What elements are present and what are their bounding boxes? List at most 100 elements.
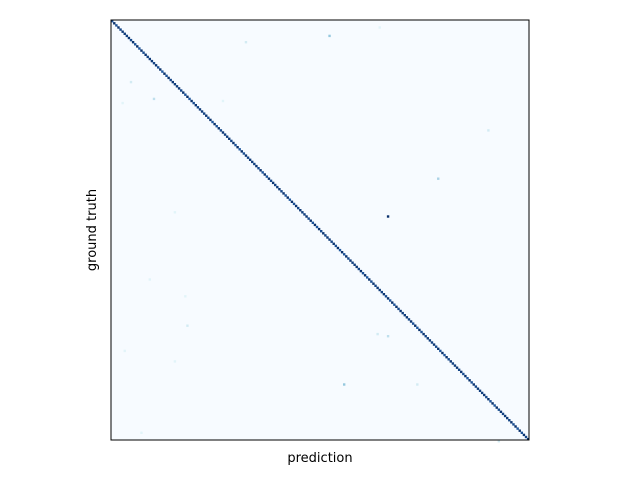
heatmap-cell-diagonal xyxy=(292,202,296,206)
heatmap-cell-diagonal xyxy=(171,80,174,84)
heatmap-cell-diagonal xyxy=(111,20,114,23)
heatmap-cell-diagonal xyxy=(443,353,446,357)
heatmap-cell-diagonal xyxy=(213,122,216,126)
heatmap-cell-diagonal xyxy=(372,282,375,285)
heatmap-cell-diagonal xyxy=(146,55,149,59)
heatmap-cell-diagonal xyxy=(487,398,490,401)
heatmap-cell-diagonal xyxy=(445,356,448,359)
heatmap-cell-offdiagonal xyxy=(386,215,390,218)
heatmap-cell-diagonal xyxy=(240,150,243,153)
heatmap-cell-diagonal xyxy=(177,87,181,90)
heatmap-cell-offdiagonal xyxy=(416,383,419,386)
heatmap-cell-diagonal xyxy=(397,307,400,311)
heatmap-cell-offdiagonal xyxy=(173,360,177,363)
heatmap-cell-diagonal xyxy=(401,311,404,315)
heatmap-cell-diagonal xyxy=(223,133,227,136)
heatmap-cell-diagonal xyxy=(382,293,386,296)
heatmap-cell-diagonal xyxy=(165,74,168,77)
heatmap-cell-diagonal xyxy=(246,156,250,159)
heatmap-cell-diagonal xyxy=(368,278,371,281)
heatmap-cell-diagonal xyxy=(198,108,202,111)
heatmap-cell-diagonal xyxy=(409,320,413,323)
heatmap-cell-diagonal xyxy=(303,213,306,216)
heatmap-cell-diagonal xyxy=(271,181,275,185)
x-axis-label: prediction xyxy=(287,451,352,466)
heatmap-cell-diagonal xyxy=(497,408,501,411)
heatmap-cell-diagonal xyxy=(485,395,488,399)
heatmap-cell-diagonal xyxy=(133,43,137,46)
heatmap-cell-diagonal xyxy=(317,227,321,231)
heatmap-cell-diagonal xyxy=(468,379,471,382)
heatmap-cell-diagonal xyxy=(439,349,442,353)
heatmap-cell-diagonal xyxy=(370,280,373,283)
heatmap-cell-diagonal xyxy=(340,251,344,254)
axis-frame xyxy=(110,19,530,441)
heatmap-cell-diagonal xyxy=(234,143,237,147)
heatmap-cell-diagonal xyxy=(257,167,260,170)
heatmap-cell-diagonal xyxy=(320,230,323,233)
heatmap-cell-diagonal xyxy=(403,314,406,317)
heatmap-cell-offdiagonal xyxy=(140,431,143,434)
heatmap-cell-diagonal xyxy=(232,141,235,145)
heatmap-cell-diagonal xyxy=(441,351,444,355)
heatmap-cell-offdiagonal xyxy=(121,101,124,105)
heatmap-cell-diagonal xyxy=(301,211,304,214)
heatmap-cell-diagonal xyxy=(248,158,252,161)
heatmap-cell-diagonal xyxy=(349,259,352,262)
heatmap-cell-diagonal xyxy=(288,198,292,201)
heatmap-cell-diagonal xyxy=(514,425,517,428)
heatmap-cell-offdiagonal xyxy=(184,295,187,298)
heatmap-cell-diagonal xyxy=(512,423,515,426)
heatmap-cell-offdiagonal xyxy=(376,332,379,336)
heatmap-cell-diagonal xyxy=(345,255,348,258)
heatmap-cell-diagonal xyxy=(251,160,254,164)
heatmap-cells xyxy=(111,20,530,443)
heatmap-cell-diagonal xyxy=(290,200,294,203)
heatmap-cell-diagonal xyxy=(194,104,197,107)
heatmap-cell-diagonal xyxy=(357,267,361,271)
heatmap-cell-diagonal xyxy=(518,429,521,432)
heatmap-cell-diagonal xyxy=(522,433,526,437)
heatmap-cell-diagonal xyxy=(336,246,340,250)
heatmap-cell-diagonal xyxy=(353,263,356,266)
heatmap-cell-diagonal xyxy=(420,330,423,334)
heatmap-cell-diagonal xyxy=(207,116,210,119)
heatmap-cell-diagonal xyxy=(418,328,421,332)
heatmap-cell-diagonal xyxy=(263,173,266,176)
heatmap-cell-diagonal xyxy=(159,68,162,71)
heatmap-cell-diagonal xyxy=(131,41,135,44)
heatmap-cell-diagonal xyxy=(395,305,398,308)
heatmap-cell-diagonal xyxy=(186,95,189,98)
heatmap-cell-diagonal xyxy=(148,57,152,61)
heatmap-cell-diagonal xyxy=(144,53,147,56)
heatmap-cell-diagonal xyxy=(115,24,118,27)
heatmap-cell-diagonal xyxy=(455,366,459,369)
heatmap-cell-diagonal xyxy=(202,112,206,115)
heatmap-cell-diagonal xyxy=(501,412,505,416)
heatmap-cell-diagonal xyxy=(447,358,450,361)
heatmap-cell-diagonal xyxy=(163,72,166,75)
heatmap-cell-diagonal xyxy=(506,416,509,420)
heatmap-cell-diagonal xyxy=(424,335,427,338)
heatmap-cell-offdiagonal xyxy=(487,129,490,132)
heatmap-cell-offdiagonal xyxy=(328,34,331,38)
heatmap-cell-diagonal xyxy=(179,89,183,92)
heatmap-cell-diagonal xyxy=(334,244,338,248)
heatmap-cell-diagonal xyxy=(154,64,158,67)
heatmap-cell-diagonal xyxy=(161,70,164,73)
heatmap-cell-diagonal xyxy=(261,171,264,174)
heatmap-cell-diagonal xyxy=(136,45,139,48)
heatmap-cell-diagonal xyxy=(184,93,187,96)
heatmap-cell-diagonal xyxy=(466,377,469,380)
heatmap-cell-diagonal xyxy=(167,76,170,80)
heatmap-cell-diagonal xyxy=(156,66,160,69)
heatmap-cell-diagonal xyxy=(217,127,220,130)
heatmap-cell-diagonal xyxy=(470,381,473,384)
heatmap-cell-diagonal xyxy=(428,339,432,342)
heatmap-cell-diagonal xyxy=(138,47,141,50)
heatmap-cell-diagonal xyxy=(483,393,486,397)
heatmap-cell-offdiagonal xyxy=(123,349,126,353)
heatmap-cell-diagonal xyxy=(119,28,122,31)
heatmap-cell-diagonal xyxy=(451,362,455,365)
heatmap-cell-diagonal xyxy=(267,177,271,180)
